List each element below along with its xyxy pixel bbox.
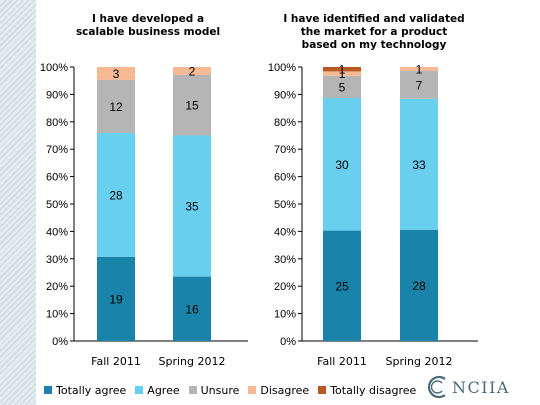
chart2-bar-fall-2011-agree-label: 30 [335, 158, 349, 172]
chart2-y-tick-label: 10% [274, 309, 296, 321]
chart1-bar-spring-2012-agree [173, 135, 211, 277]
chart1-bar-fall-2011-disagree-label: 3 [113, 67, 120, 81]
chart2-bar-spring-2012-totally-agree [400, 229, 438, 341]
chart2-y-tick-label: 80% [274, 117, 296, 129]
chart2-title-line: based on my technology [302, 39, 447, 51]
chart2-bar-spring-2012-agree-label: 33 [412, 158, 426, 172]
chart2-bar-spring-2012-disagree-label: 1 [416, 62, 423, 76]
chart2-bar-spring-2012-unsure-label: 7 [416, 78, 423, 92]
chart2-category-label: Fall 2011 [317, 355, 367, 368]
chart1-y-tick-label: 60% [46, 172, 68, 184]
legend-swatch-totally-disagree [318, 386, 327, 394]
chart2-bar-spring-2012-agree [400, 98, 438, 230]
legend-item-disagree: Disagree [248, 384, 309, 397]
chart2-bar-spring-2012-totally-agree-label: 28 [412, 279, 426, 293]
chart2-bar-fall-2011-totally-agree-label: 25 [335, 279, 349, 293]
chart1-bar-spring-2012-unsure-label: 15 [185, 99, 199, 113]
legend-swatch-unsure [188, 386, 197, 394]
chart1-bar-fall-2011-disagree [97, 67, 135, 80]
chart1-y-tick-label: 80% [46, 117, 68, 129]
chart1-y-tick-label: 50% [46, 199, 68, 211]
legend-swatch-agree [135, 386, 144, 394]
chart2-bar-fall-2011-totally-disagree-label: 1 [339, 63, 346, 77]
chart2-bar-fall-2011-unsure-label: 5 [339, 80, 346, 94]
chart1-bar-spring-2012-unsure [173, 74, 211, 136]
chart1-y-tick-label: 20% [46, 281, 68, 293]
chart2-y-tick-label: 40% [274, 226, 296, 238]
chart2-category-label: Spring 2012 [386, 355, 453, 368]
chart1-y-tick-label: 90% [46, 89, 68, 101]
chart2-bar-fall-2011-disagree [323, 71, 361, 76]
chart1-y-tick-label: 10% [46, 309, 68, 321]
legend-label-agree: Agree [147, 383, 180, 397]
legend-label-totally-disagree: Totally disagree [330, 383, 417, 397]
chart1-category-label: Fall 2011 [91, 355, 141, 368]
nciia-logo: NCIIA [428, 372, 532, 402]
chart1-bar-fall-2011-agree-label: 28 [109, 188, 123, 202]
chart2-y-tick-label: 50% [274, 199, 296, 211]
chart2-title-line: I have identified and validated [283, 13, 464, 25]
chart1-bar-spring-2012-disagree [173, 67, 211, 75]
chart1-bar-spring-2012-agree-label: 35 [185, 200, 199, 214]
chart2-y-tick-label: 0% [280, 336, 296, 348]
chart1-bar-fall-2011-unsure [97, 79, 135, 134]
chart2-y-tick-label: 90% [274, 89, 296, 101]
chart1-y-tick-label: 70% [46, 144, 68, 156]
chart1-bar-fall-2011-agree [97, 133, 135, 257]
chart1-bar-fall-2011-unsure-label: 12 [109, 100, 123, 114]
chart2-bar-fall-2011-disagree-label: 1 [339, 67, 346, 81]
chart1-category-label: Spring 2012 [159, 355, 226, 368]
chart2-y-tick-label: 30% [274, 254, 296, 266]
chart1-y-tick-label: 0% [52, 336, 68, 348]
chart1-y-tick-label: 30% [46, 254, 68, 266]
chart2-bar-fall-2011-agree [323, 97, 361, 231]
chart2-y-tick-label: 70% [274, 144, 296, 156]
chart2-y-tick-label: 60% [274, 172, 296, 184]
legend-item-totally-disagree: Totally disagree [318, 384, 416, 397]
chart1-title-line: I have developed a [92, 13, 204, 25]
legend-item-unsure: Unsure [188, 383, 240, 397]
legend-label-disagree: Disagree [260, 383, 310, 397]
nciia-logo-text: NCIIA [452, 377, 510, 397]
chart2-title-line: the market for a product [301, 26, 447, 38]
chart2-y-tick-label: 20% [274, 281, 296, 293]
chart1-y-tick-label: 40% [46, 226, 68, 238]
chart2-bar-fall-2011-totally-agree [323, 230, 361, 341]
decorative-side-stripe [0, 0, 36, 405]
chart2-bar-spring-2012-disagree [400, 67, 438, 71]
chart2-bar-spring-2012-unsure [400, 70, 438, 99]
chart2-bar-fall-2011-totally-disagree [323, 67, 361, 72]
legend-item-totally-agree: Totally agree [44, 384, 126, 397]
chart1-bar-spring-2012-disagree-label: 2 [189, 64, 196, 78]
chart1-y-tick-label: 100% [40, 62, 68, 74]
chart1-bar-fall-2011-totally-agree-label: 19 [109, 292, 123, 306]
chart2-y-tick-label: 100% [268, 62, 296, 74]
chart1-bar-spring-2012-totally-agree-label: 16 [185, 302, 199, 316]
legend: Totally agree Agree Unsure Disagree Tota… [44, 381, 416, 399]
chart1-bar-spring-2012-totally-agree [173, 276, 211, 341]
legend-swatch-disagree [248, 386, 257, 394]
chart1-bar-fall-2011-totally-agree [97, 256, 135, 341]
legend-label-unsure: Unsure [200, 383, 240, 397]
legend-item-agree: Agree [135, 383, 180, 397]
nciia-logo-icon [428, 375, 446, 399]
chart2-bar-fall-2011-unsure [323, 75, 361, 98]
legend-label-totally-agree: Totally agree [56, 383, 127, 397]
chart1-title-line: scalable business model [76, 26, 220, 38]
legend-swatch-totally-agree [44, 386, 52, 394]
